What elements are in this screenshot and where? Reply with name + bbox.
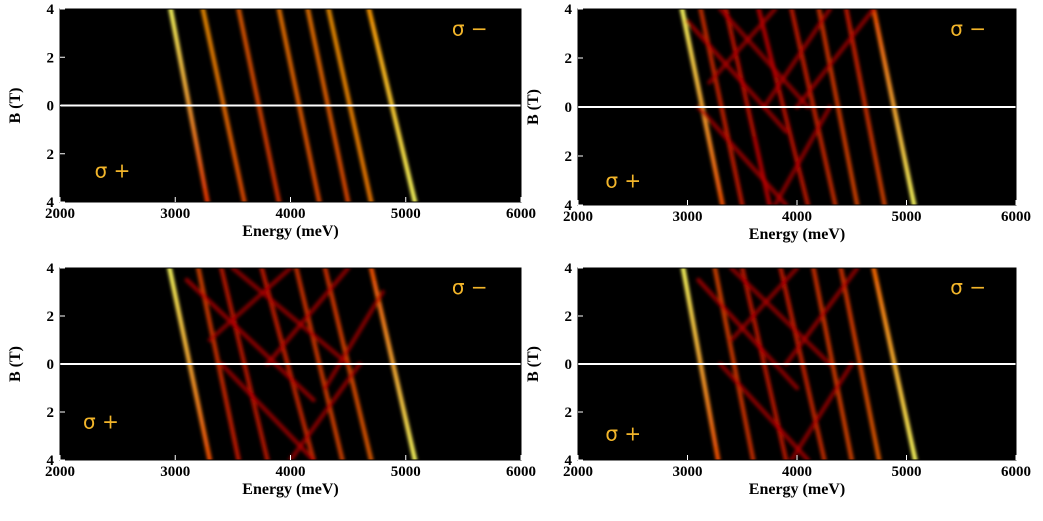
x-tick-label: 6000: [506, 206, 536, 222]
x-tick-label: 5000: [892, 209, 922, 225]
spectral-line-12: [718, 361, 811, 460]
spectral-line-13: [219, 361, 316, 460]
spectral-line-13: [794, 9, 876, 110]
y-axis-label: B (T): [7, 346, 24, 382]
spectral-line-10: [729, 268, 800, 343]
x-tick-label: 2000: [45, 464, 75, 480]
x-tick-label: 4000: [276, 206, 306, 222]
x-tick-label: 5000: [391, 464, 421, 480]
x-tick-label: 3000: [673, 464, 703, 480]
polarization-label: σ −: [452, 16, 488, 40]
spectral-line-11: [265, 268, 351, 367]
spectral-line-9: [685, 19, 789, 134]
y-tick-label: 4: [565, 198, 573, 214]
y-tick-label: 4: [565, 261, 573, 277]
y-axis-label: B (T): [525, 346, 542, 382]
x-tick-label: 3000: [673, 209, 703, 225]
spectral-line-14: [288, 361, 362, 460]
y-axis-label: B (T): [525, 89, 542, 125]
spectral-line-11: [707, 9, 778, 85]
y-tick-label: 2: [47, 50, 55, 66]
y-tick-label: 2: [47, 405, 55, 421]
x-axis-label: Energy (meV): [242, 223, 338, 240]
y-tick-label: 2: [565, 405, 573, 421]
x-tick-label: 2000: [45, 206, 75, 222]
polarization-label: σ +: [83, 410, 119, 434]
spectral-line-10: [207, 268, 293, 343]
spectral-line-9: [729, 268, 833, 367]
x-axis-label: Energy (meV): [749, 481, 845, 498]
y-tick-label: 2: [47, 147, 55, 163]
x-tick-label: 3000: [160, 206, 190, 222]
y-tick-label: 2: [47, 309, 55, 325]
y-tick-label: 4: [565, 453, 573, 469]
x-tick-label: 6000: [1001, 464, 1031, 480]
x-tick-label: 4000: [782, 209, 812, 225]
y-tick-label: 0: [47, 99, 55, 115]
x-tick-label: 2000: [563, 464, 593, 480]
panel-top-left: 2000 3000 4000 5000 6000 4 2 0 2 4 Energy (meV) B (…: [7, 2, 536, 240]
y-tick-label: 2: [565, 309, 573, 325]
x-tick-label: 4000: [782, 464, 812, 480]
spectral-line-12: [761, 9, 833, 110]
x-tick-label: 2000: [563, 209, 593, 225]
y-tick-label: 0: [565, 100, 573, 116]
spectral-line-8: [696, 277, 800, 391]
y-tick-label: 4: [47, 2, 55, 18]
polarization-label: σ −: [950, 275, 986, 299]
x-tick-label: 5000: [391, 206, 421, 222]
y-tick-label: 4: [565, 2, 573, 18]
x-axis-label: Energy (meV): [749, 226, 845, 243]
polarization-label: σ +: [95, 159, 131, 183]
y-tick-label: 4: [47, 453, 55, 469]
panel-bottom-right: 2000 3000 4000 5000 6000 4 2 0 2 4 Energy (meV) B (…: [525, 261, 1031, 498]
y-tick-label: 2: [565, 149, 573, 165]
x-tick-label: 5000: [892, 464, 922, 480]
spectral-line-11: [783, 268, 860, 367]
y-tick-label: 4: [47, 195, 55, 211]
polarization-label: σ +: [605, 422, 641, 446]
y-tick-label: 4: [47, 261, 55, 277]
x-tick-label: 4000: [276, 464, 306, 480]
panel-top-right: 2000 3000 4000 5000 6000 4 2 0 2 4 Energy (meV) B (…: [525, 2, 1031, 243]
polarization-label: σ −: [950, 17, 986, 41]
spectral-line-9: [230, 268, 351, 367]
spectral-line-14: [696, 104, 789, 205]
x-tick-label: 3000: [160, 464, 190, 480]
polarization-label: σ +: [605, 169, 641, 193]
x-tick-label: 6000: [1001, 209, 1031, 225]
panel-bottom-left: 2000 3000 4000 5000 6000 4 2 0 2 4 Energy (meV) B (…: [7, 261, 536, 498]
x-axis-label: Energy (meV): [242, 481, 338, 498]
spectral-line-12: [322, 289, 385, 391]
y-axis-label: B (T): [7, 88, 24, 124]
spectral-line-10: [718, 9, 811, 110]
polarization-label: σ −: [452, 275, 488, 299]
y-tick-label: 2: [565, 51, 573, 67]
y-tick-label: 0: [47, 357, 55, 373]
spectral-line-13: [789, 361, 854, 460]
spectral-line-8: [184, 277, 316, 403]
y-tick-label: 0: [565, 357, 573, 373]
spectral-line-15: [772, 104, 833, 205]
x-tick-label: 6000: [506, 464, 536, 480]
